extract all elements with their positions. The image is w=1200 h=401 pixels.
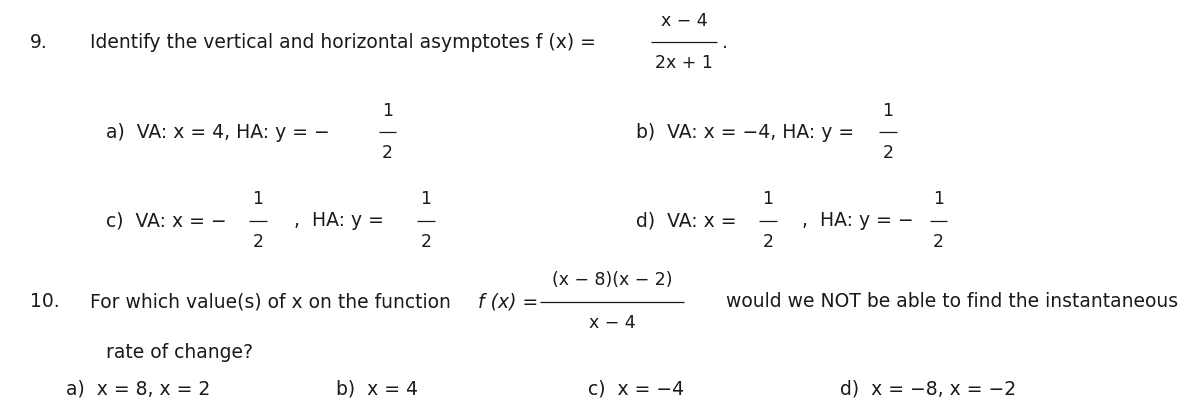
Text: .: . (722, 32, 728, 52)
Text: 2: 2 (762, 233, 774, 251)
Text: a)  VA: x = 4, HA: y = −: a) VA: x = 4, HA: y = − (106, 123, 329, 142)
Text: d)  VA: x =: d) VA: x = (636, 211, 737, 230)
Text: 2: 2 (382, 144, 394, 162)
Text: 2: 2 (420, 233, 432, 251)
Text: 1: 1 (382, 102, 394, 120)
Text: 9.: 9. (30, 32, 48, 52)
Text: d)  x = −8, x = −2: d) x = −8, x = −2 (840, 379, 1016, 399)
Text: c)  VA: x = −: c) VA: x = − (106, 211, 227, 230)
Text: For which value(s) of x on the function: For which value(s) of x on the function (90, 292, 457, 311)
Text: 1: 1 (252, 190, 264, 209)
Text: would we NOT be able to find the instantaneous: would we NOT be able to find the instant… (720, 292, 1178, 311)
Text: 2: 2 (882, 144, 894, 162)
Text: 2: 2 (252, 233, 264, 251)
Text: 1: 1 (762, 190, 774, 209)
Text: 2: 2 (932, 233, 944, 251)
Text: ,  HA: y =: , HA: y = (294, 211, 384, 230)
Text: b)  x = 4: b) x = 4 (336, 379, 418, 399)
Text: 1: 1 (882, 102, 894, 120)
Text: c)  x = −4: c) x = −4 (588, 379, 684, 399)
Text: rate of change?: rate of change? (106, 343, 253, 363)
Text: 1: 1 (420, 190, 432, 209)
Text: b)  VA: x = −4, HA: y =: b) VA: x = −4, HA: y = (636, 123, 854, 142)
Text: (x − 8)(x − 2): (x − 8)(x − 2) (552, 271, 672, 290)
Text: 10.: 10. (30, 292, 60, 311)
Text: 2x + 1: 2x + 1 (655, 54, 713, 72)
Text: 1: 1 (932, 190, 944, 209)
Text: ,  HA: y = −: , HA: y = − (802, 211, 913, 230)
Text: x − 4: x − 4 (661, 12, 707, 30)
Text: a)  x = 8, x = 2: a) x = 8, x = 2 (66, 379, 210, 399)
Text: Identify the vertical and horizontal asymptotes f (x) =: Identify the vertical and horizontal asy… (90, 32, 596, 52)
Text: x − 4: x − 4 (589, 314, 635, 332)
Text: f (x) =: f (x) = (478, 292, 538, 311)
